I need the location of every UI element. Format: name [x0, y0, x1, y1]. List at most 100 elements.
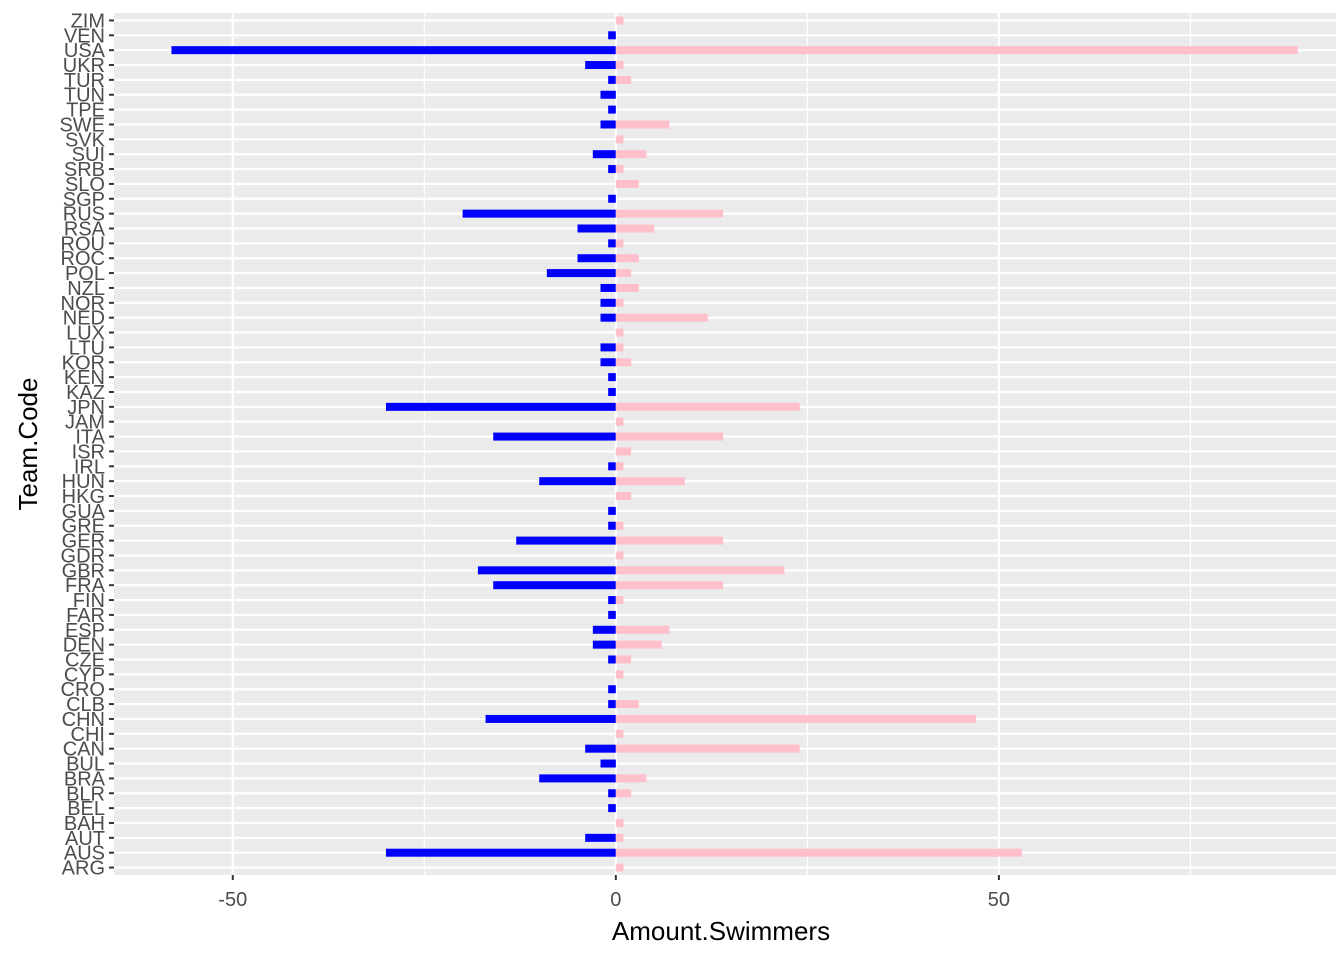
y-tick-label: BUL — [66, 754, 105, 776]
y-tick-label: LUX — [66, 323, 105, 345]
y-tick-label: CHI — [71, 724, 105, 746]
bar-far-series-1 — [608, 610, 616, 619]
bar-cze-series-2 — [615, 655, 632, 664]
bar-zim-series-2 — [615, 16, 624, 25]
bar-rsa-series-2 — [615, 224, 655, 233]
bar-roc-series-2 — [615, 254, 639, 263]
y-tick-label: KOR — [62, 352, 105, 374]
bar-ita-series-2 — [615, 432, 724, 441]
bar-swe-series-2 — [615, 120, 670, 129]
bar-den-series-2 — [615, 640, 662, 649]
bar-usa-series-2 — [615, 46, 1298, 55]
y-tick-label: CZE — [65, 650, 105, 672]
x-axis-title: Amount.Swimmers — [612, 916, 830, 946]
bar-kaz-series-1 — [608, 387, 616, 396]
bar-fra-series-1 — [493, 581, 616, 590]
y-tick-label: ROU — [61, 233, 105, 255]
bar-gua-series-1 — [608, 506, 616, 515]
bar-ven-series-1 — [608, 31, 616, 40]
bar-gbr-series-1 — [477, 566, 616, 575]
y-tick-label: TUR — [64, 70, 105, 92]
bar-arg-series-2 — [615, 863, 624, 872]
bar-ned-series-2 — [615, 313, 708, 322]
bar-gdr-series-2 — [615, 551, 624, 560]
bar-ger-series-2 — [615, 536, 724, 545]
bar-gbr-series-2 — [615, 566, 785, 575]
bar-svk-series-2 — [615, 135, 624, 144]
y-tick-label: GBR — [62, 560, 105, 582]
bar-ukr-series-2 — [615, 61, 624, 70]
y-tick-label: NZL — [67, 278, 105, 300]
bar-chn-series-1 — [485, 714, 616, 723]
bar-hkg-series-2 — [615, 492, 632, 501]
y-tick-label: ESP — [65, 620, 105, 642]
bar-lux-series-2 — [615, 328, 624, 337]
y-tick-label: KEN — [64, 367, 105, 389]
bar-ned-series-1 — [600, 313, 616, 322]
y-tick-label: VEN — [64, 25, 105, 47]
y-tick-label: GRE — [62, 516, 105, 538]
bar-swe-series-1 — [600, 120, 616, 129]
bar-hun-series-1 — [539, 477, 616, 486]
y-tick-label: TUN — [64, 85, 105, 107]
bar-cze-series-1 — [608, 655, 616, 664]
bar-sui-series-1 — [592, 150, 616, 159]
bar-ltu-series-1 — [600, 343, 616, 352]
bar-clb-series-1 — [608, 700, 616, 709]
y-tick-label: AUT — [65, 828, 105, 850]
bar-bel-series-1 — [608, 804, 616, 813]
y-tick-label: BRA — [64, 768, 106, 790]
y-tick-label: POL — [65, 263, 105, 285]
y-tick-label: SWE — [59, 114, 105, 136]
bar-ltu-series-2 — [615, 343, 624, 352]
bar-bul-series-1 — [600, 759, 616, 768]
y-tick-label: FRA — [65, 575, 106, 597]
y-tick-label: JAM — [65, 412, 105, 434]
bar-tpe-series-1 — [608, 105, 616, 114]
y-tick-label: USA — [64, 40, 106, 62]
bar-chi-series-2 — [615, 729, 624, 738]
bar-pol-series-2 — [615, 269, 632, 278]
x-tick-label: 0 — [610, 889, 621, 911]
bar-nzl-series-2 — [615, 283, 639, 292]
y-tick-label: DEN — [63, 635, 105, 657]
bar-sui-series-2 — [615, 150, 647, 159]
bar-bra-series-2 — [615, 774, 647, 783]
y-tick-label: SLO — [65, 174, 105, 196]
bar-rou-series-2 — [615, 239, 624, 248]
y-tick-label: NED — [63, 308, 105, 330]
y-tick-label: TPE — [66, 100, 105, 122]
bar-roc-series-1 — [577, 254, 616, 263]
y-tick-label: ZIM — [71, 10, 105, 32]
y-tick-label: RUS — [63, 204, 105, 226]
bar-isr-series-2 — [615, 447, 632, 456]
y-tick-label: CYP — [64, 664, 105, 686]
y-tick-label: IRL — [74, 456, 105, 478]
x-tick-label: 50 — [988, 889, 1010, 911]
bar-aut-series-2 — [615, 833, 624, 842]
bar-hun-series-2 — [615, 477, 685, 486]
bar-chn-series-2 — [615, 714, 976, 723]
y-tick-label: GUA — [62, 501, 106, 523]
bar-kor-series-2 — [615, 358, 632, 367]
y-tick-label: SGP — [63, 189, 105, 211]
y-tick-label: BAH — [64, 813, 105, 835]
bar-ita-series-1 — [493, 432, 616, 441]
y-tick-label: CHN — [62, 709, 105, 731]
bar-jpn-series-1 — [385, 402, 616, 411]
bar-usa-series-1 — [171, 46, 616, 55]
bar-aus-series-2 — [615, 848, 1022, 857]
minor-gridlines — [423, 13, 1191, 875]
bar-tur-series-1 — [608, 75, 616, 84]
bar-jam-series-2 — [615, 417, 624, 426]
bar-pol-series-1 — [546, 269, 616, 278]
y-tick-label: NOR — [61, 293, 105, 315]
bar-slo-series-2 — [615, 179, 639, 188]
bar-ger-series-1 — [516, 536, 616, 545]
bar-rus-series-2 — [615, 209, 724, 218]
bar-jpn-series-2 — [615, 402, 800, 411]
y-axis-title: Team.Code — [13, 378, 43, 511]
y-tick-label: SVK — [65, 129, 106, 151]
bar-aut-series-1 — [585, 833, 616, 842]
